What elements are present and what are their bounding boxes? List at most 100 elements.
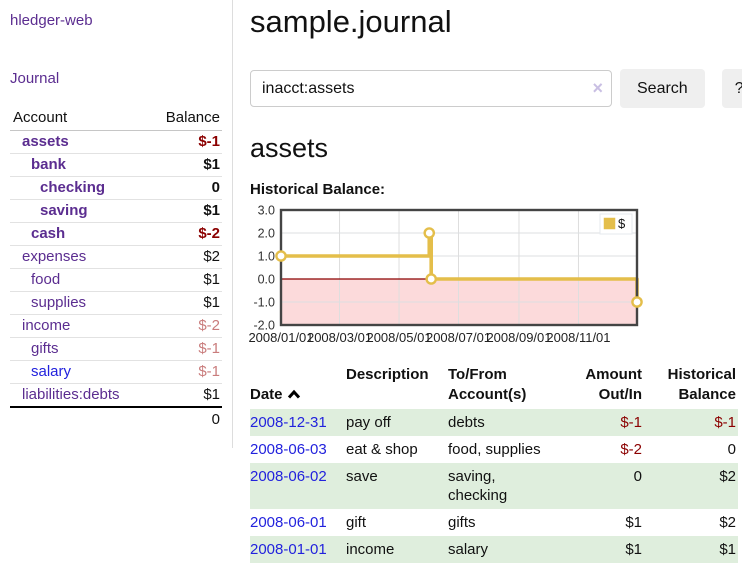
svg-text:2008/11/01: 2008/11/01 — [546, 330, 610, 345]
accounts-header-balance: Balance — [148, 106, 222, 131]
register-table: Date Description To/From Account(s) Amou… — [250, 362, 738, 563]
sidebar-item-journal[interactable]: Journal — [10, 70, 60, 87]
help-button[interactable]: ? — [721, 69, 742, 108]
account-row: salary $-1 — [10, 360, 222, 384]
transaction-balance: 0 — [727, 441, 736, 458]
account-balance: $-1 — [148, 130, 222, 154]
account-name-cell: bank — [10, 153, 149, 177]
transaction-row: 2008-06-01 gift gifts $1 $2 — [250, 509, 738, 536]
svg-text:2.0: 2.0 — [258, 227, 275, 241]
account-row: bank $1 — [10, 153, 222, 177]
account-row: liabilities:debts $1 — [10, 383, 222, 408]
transaction-date-cell: 2008-12-31 — [250, 409, 346, 436]
svg-text:3.0: 3.0 — [258, 204, 275, 218]
register-header-row: Date Description To/From Account(s) Amou… — [250, 362, 738, 409]
account-name-cell: food — [10, 268, 149, 292]
account-link[interactable]: cash — [31, 225, 66, 242]
transaction-amount: 0 — [633, 468, 642, 485]
account-row: food $1 — [10, 268, 222, 292]
account-link[interactable]: expenses — [22, 248, 87, 265]
transaction-accounts: saving, checking — [448, 468, 508, 504]
transaction-balance: $1 — [719, 541, 736, 558]
chart-title: Historical Balance: — [250, 181, 386, 198]
account-row: gifts $-1 — [10, 337, 222, 361]
brand-link[interactable]: hledger-web — [10, 12, 93, 29]
transaction-date-link[interactable]: 2008-01-01 — [250, 541, 327, 558]
account-link[interactable]: gifts — [31, 340, 59, 357]
account-row: income $-2 — [10, 314, 222, 338]
account-name-cell: supplies — [10, 291, 149, 315]
transaction-amount: $-2 — [620, 441, 642, 458]
account-link[interactable]: assets — [22, 133, 69, 150]
search-box: × — [250, 70, 612, 107]
transaction-date-link[interactable]: 2008-06-01 — [250, 514, 327, 531]
svg-text:-1.0: -1.0 — [253, 296, 275, 310]
transaction-date-cell: 2008-06-01 — [250, 509, 346, 536]
account-balance: $-1 — [148, 337, 222, 361]
transaction-row: 2008-06-03 eat & shop food, supplies $-2… — [250, 436, 738, 463]
account-balance: $1 — [148, 268, 222, 292]
historical-balance-chart: 3.0 2.0 1.0 0.0 -1.0 -2.02008/01/012008/03/01… — [248, 204, 643, 345]
svg-text:2008/01/01: 2008/01/01 — [248, 330, 313, 345]
accounts-header-row: Account Balance — [10, 106, 222, 131]
account-row: supplies $1 — [10, 291, 222, 315]
search-button[interactable]: Search — [620, 69, 705, 108]
account-link[interactable]: bank — [31, 156, 67, 173]
account-row: saving $1 — [10, 199, 222, 223]
account-link[interactable]: checking — [40, 179, 106, 196]
account-balance: $2 — [148, 245, 222, 269]
transaction-accounts: food, supplies — [448, 441, 541, 458]
transaction-balance: $2 — [719, 514, 736, 531]
account-row: expenses $2 — [10, 245, 222, 269]
account-name-cell: expenses — [10, 245, 149, 269]
account-link[interactable]: supplies — [31, 294, 87, 311]
account-balance: $1 — [148, 383, 222, 408]
transaction-balance: $-1 — [714, 414, 736, 431]
transaction-date-link[interactable]: 2008-06-03 — [250, 441, 327, 458]
account-link[interactable]: income — [22, 317, 71, 334]
account-balance: $-2 — [148, 314, 222, 338]
transaction-date-cell: 2008-06-02 — [250, 463, 346, 509]
accounts-total-spacer — [10, 406, 149, 431]
svg-text:2008/07/01: 2008/07/01 — [426, 330, 491, 345]
transaction-date-link[interactable]: 2008-06-02 — [250, 468, 327, 485]
transaction-date-link[interactable]: 2008-12-31 — [250, 414, 327, 431]
account-name-cell: cash — [10, 222, 149, 246]
svg-text:2008/09/01: 2008/09/01 — [486, 330, 551, 345]
transaction-accounts: salary — [448, 541, 489, 558]
transaction-accounts: debts — [448, 414, 485, 431]
account-name-cell: liabilities:debts — [10, 383, 149, 408]
account-balance: $1 — [148, 291, 222, 315]
account-heading: assets — [250, 133, 329, 163]
clear-search-icon[interactable]: × — [592, 78, 603, 98]
account-balance: $1 — [148, 153, 222, 177]
account-name-cell: gifts — [10, 337, 149, 361]
accounts-table: Account Balance assets $-1 bank $1 check… — [10, 106, 222, 431]
register-header-amount: Amount Out/In — [585, 366, 642, 403]
transaction-description: save — [346, 468, 378, 485]
transaction-date-cell: 2008-01-01 — [250, 536, 346, 563]
account-name-cell: saving — [10, 199, 149, 223]
svg-text:0.0: 0.0 — [258, 273, 275, 287]
register-header-balance: Historical Balance — [667, 366, 736, 403]
register-header-date[interactable]: Date — [250, 362, 346, 409]
page-title: sample.journal — [250, 4, 452, 39]
transaction-amount: $1 — [625, 541, 642, 558]
account-name-cell: assets — [10, 130, 149, 154]
account-row: assets $-1 — [10, 130, 222, 154]
register-header-date-label: Date — [250, 386, 283, 403]
account-name-cell: checking — [10, 176, 149, 200]
search-input[interactable] — [250, 70, 612, 107]
svg-text:-2.0: -2.0 — [253, 319, 275, 333]
account-link[interactable]: food — [31, 271, 61, 288]
transaction-description: eat & shop — [346, 441, 418, 458]
accounts-total-value: 0 — [148, 406, 222, 431]
account-balance: $1 — [148, 199, 222, 223]
account-row: checking 0 — [10, 176, 222, 200]
search-form: × Search ? — [250, 69, 742, 108]
transaction-amount: $1 — [625, 514, 642, 531]
account-link[interactable]: salary — [31, 363, 72, 380]
account-link[interactable]: liabilities:debts — [22, 386, 120, 403]
account-link[interactable]: saving — [40, 202, 88, 219]
